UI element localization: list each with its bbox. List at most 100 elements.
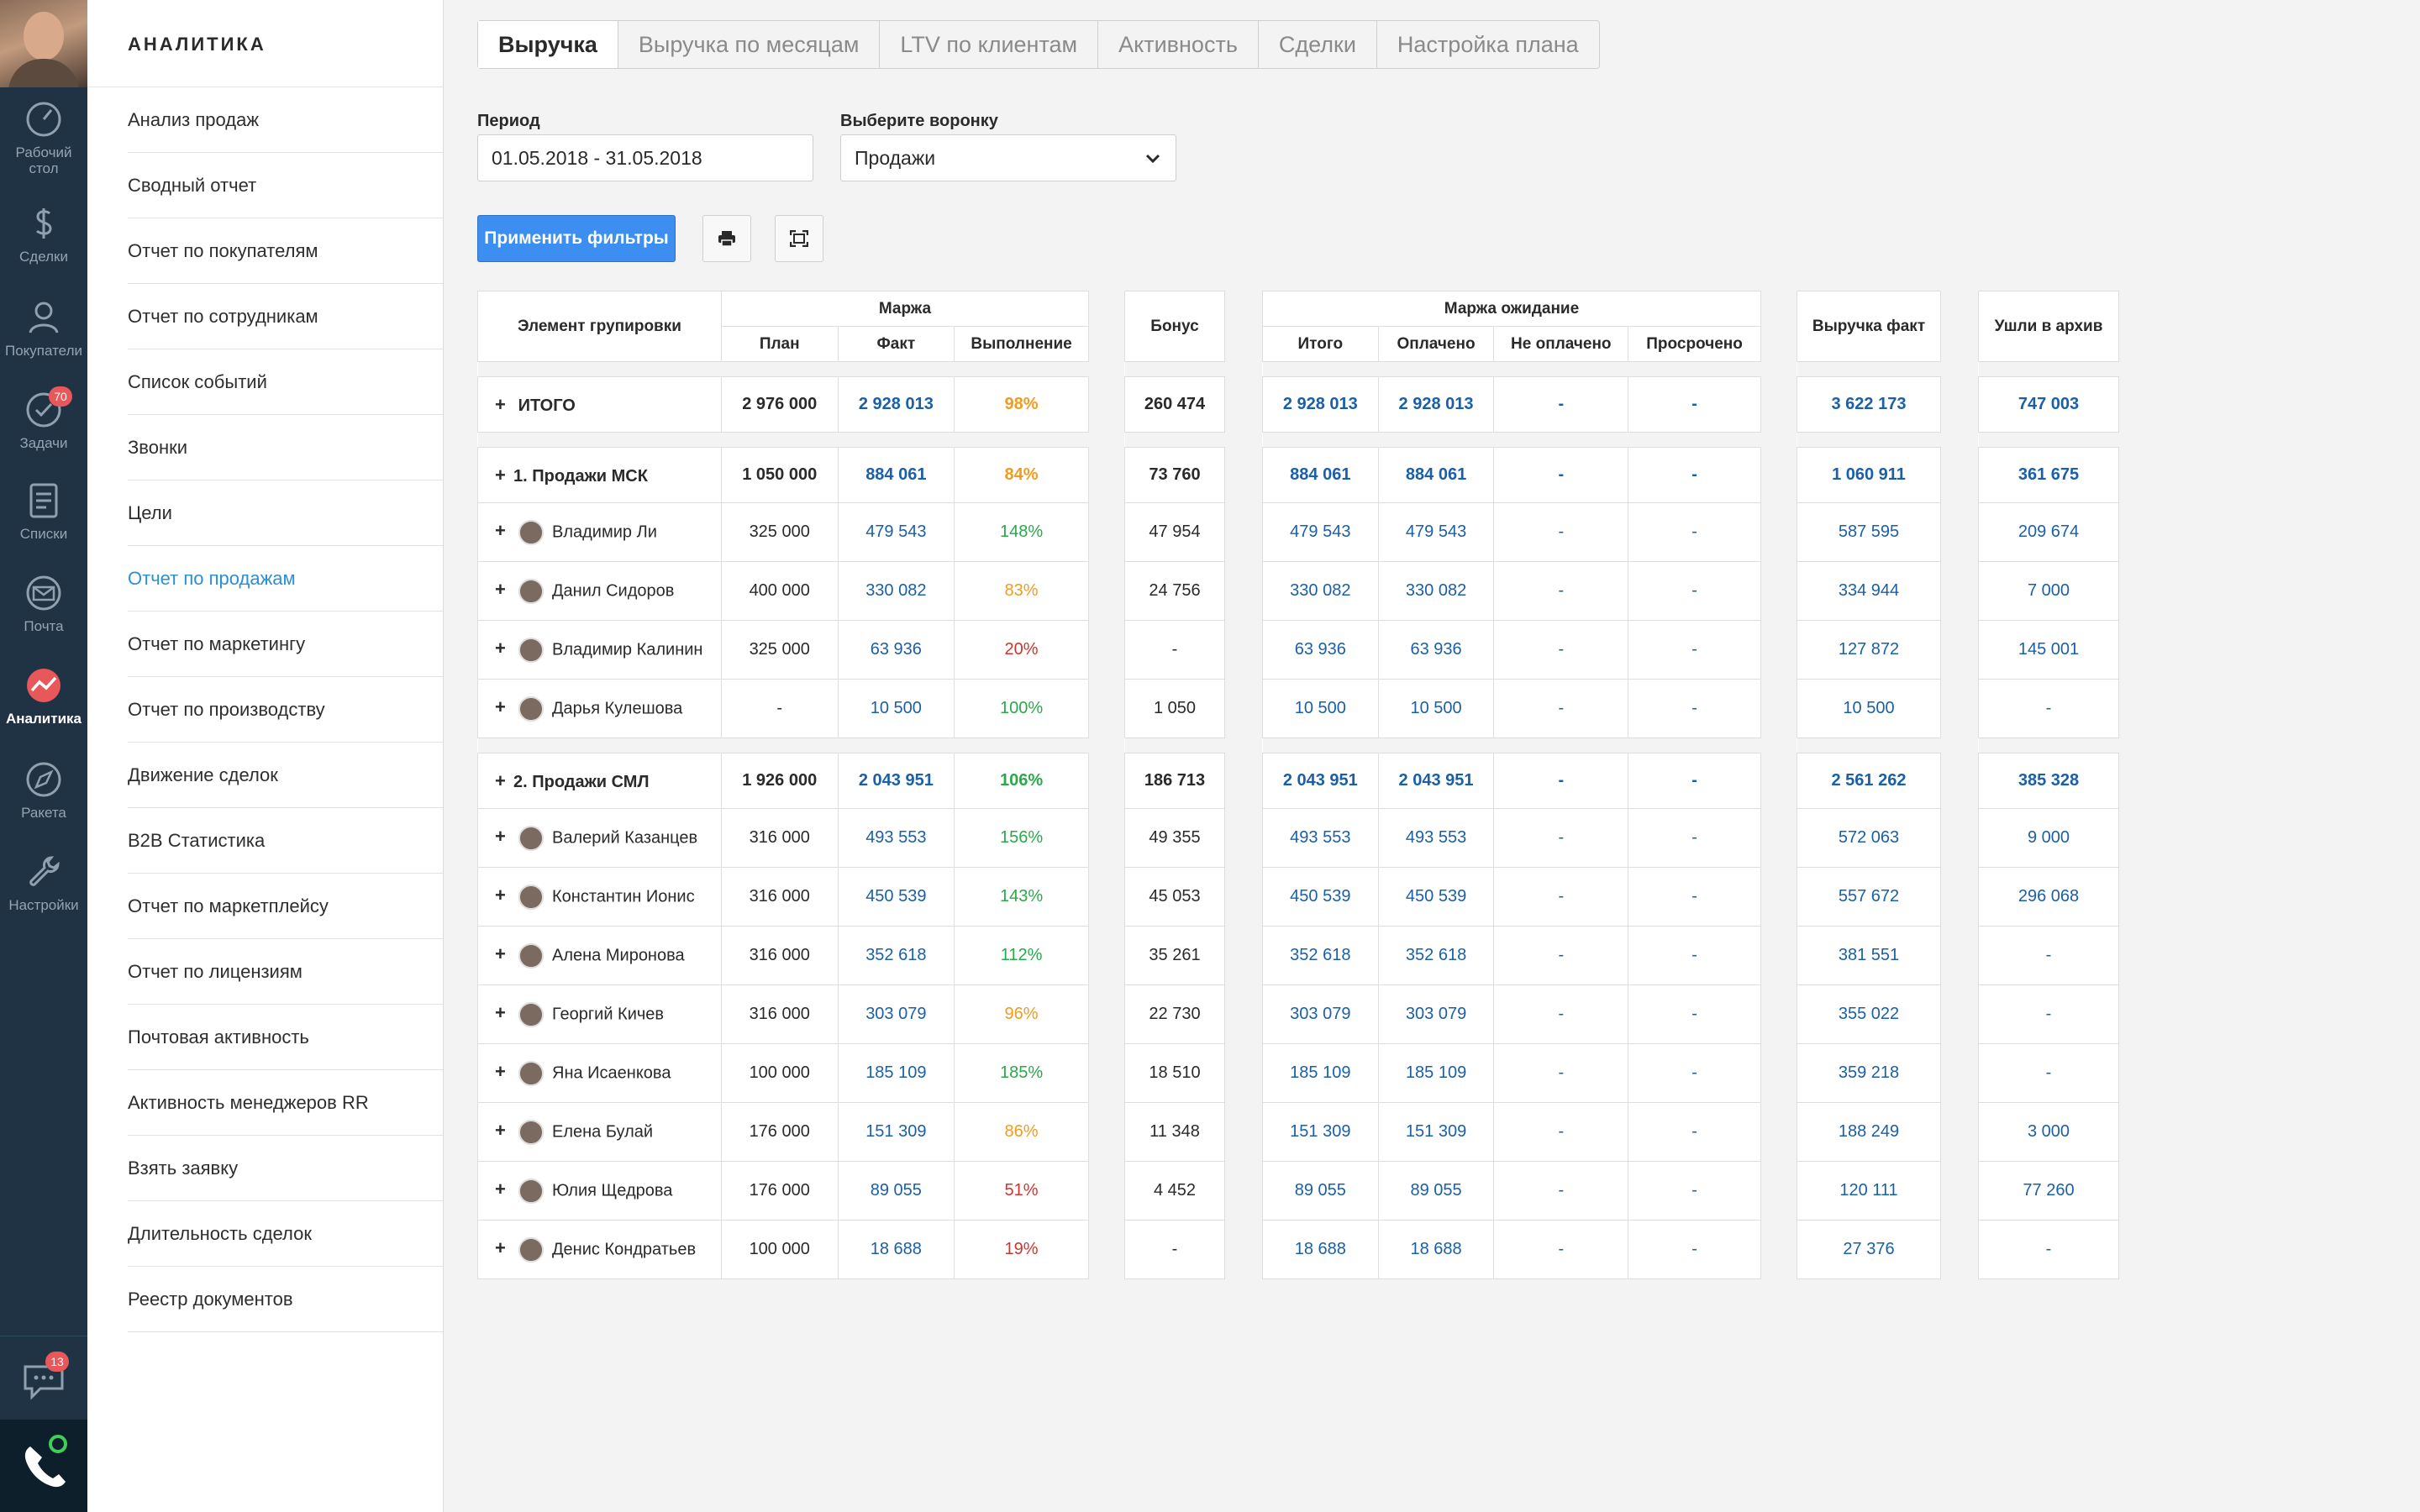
cell-archive[interactable]: 385 328: [1978, 753, 2119, 809]
cell-fact[interactable]: 330 082: [837, 561, 955, 621]
menu-item[interactable]: Анализ продаж: [128, 87, 443, 153]
expand-plus-icon[interactable]: +: [495, 578, 506, 600]
expand-plus-icon[interactable]: +: [495, 393, 506, 415]
cell-unpaid[interactable]: -: [1493, 376, 1629, 433]
cell-name[interactable]: + Юлия Щедрова: [477, 1161, 722, 1221]
cell-fact[interactable]: 18 688: [837, 1220, 955, 1279]
cell-revenue[interactable]: 572 063: [1797, 808, 1941, 868]
fullscreen-button[interactable]: [775, 215, 823, 262]
cell-total[interactable]: 479 543: [1262, 502, 1379, 562]
cell-archive[interactable]: 747 003: [1978, 376, 2119, 433]
menu-item[interactable]: Отчет по лицензиям: [128, 939, 443, 1005]
tab[interactable]: LTV по клиентам: [880, 21, 1099, 68]
period-field[interactable]: 01.05.2018 - 31.05.2018: [477, 134, 813, 181]
user-avatar[interactable]: [0, 0, 87, 87]
cell-paid[interactable]: 450 539: [1377, 867, 1495, 927]
expand-plus-icon[interactable]: +: [495, 884, 506, 906]
cell-total[interactable]: 151 309: [1262, 1102, 1379, 1162]
expand-plus-icon[interactable]: +: [495, 1001, 506, 1023]
rail-item-analytics[interactable]: Аналитика: [0, 654, 87, 741]
cell-fact[interactable]: 151 309: [837, 1102, 955, 1162]
cell-overdue[interactable]: -: [1628, 1161, 1761, 1221]
cell-overdue[interactable]: -: [1628, 867, 1761, 927]
tab[interactable]: Выручка по месяцам: [618, 21, 881, 68]
cell-archive[interactable]: -: [1978, 926, 2119, 985]
cell-overdue[interactable]: -: [1628, 561, 1761, 621]
cell-revenue[interactable]: 127 872: [1797, 620, 1941, 680]
cell-total[interactable]: 352 618: [1262, 926, 1379, 985]
cell-unpaid[interactable]: -: [1493, 808, 1629, 868]
cell-archive[interactable]: -: [1978, 984, 2119, 1044]
cell-total[interactable]: 330 082: [1262, 561, 1379, 621]
cell-revenue[interactable]: 355 022: [1797, 984, 1941, 1044]
tab[interactable]: Настройка плана: [1397, 32, 1579, 57]
chat-button[interactable]: 13: [0, 1336, 87, 1420]
menu-item[interactable]: Отчет по производству: [128, 677, 443, 743]
expand-plus-icon[interactable]: +: [495, 464, 506, 486]
cell-archive[interactable]: 7 000: [1978, 561, 2119, 621]
expand-plus-icon[interactable]: +: [495, 1178, 506, 1200]
cell-revenue[interactable]: 2 561 262: [1797, 753, 1941, 809]
menu-item[interactable]: Список событий: [128, 349, 443, 415]
menu-item[interactable]: Почтовая активность: [128, 1005, 443, 1070]
cell-fact[interactable]: 89 055: [837, 1161, 955, 1221]
cell-unpaid[interactable]: -: [1493, 1220, 1629, 1279]
cell-total[interactable]: 2 928 013: [1262, 376, 1379, 433]
menu-item[interactable]: Отчет по покупателям: [128, 218, 443, 284]
expand-plus-icon[interactable]: +: [495, 1119, 506, 1141]
menu-item[interactable]: Длительность сделок: [128, 1201, 443, 1267]
cell-revenue[interactable]: 188 249: [1797, 1102, 1941, 1162]
cell-archive[interactable]: -: [1978, 1043, 2119, 1103]
tab[interactable]: Сделки: [1259, 21, 1377, 68]
cell-revenue[interactable]: 359 218: [1797, 1043, 1941, 1103]
cell-paid[interactable]: 352 618: [1377, 926, 1495, 985]
expand-plus-icon[interactable]: +: [495, 942, 506, 964]
cell-overdue[interactable]: -: [1628, 926, 1761, 985]
menu-item[interactable]: Отчет по продажам: [128, 546, 443, 612]
cell-overdue[interactable]: -: [1628, 808, 1761, 868]
cell-revenue[interactable]: 334 944: [1797, 561, 1941, 621]
cell-unpaid[interactable]: -: [1493, 867, 1629, 927]
cell-paid[interactable]: 151 309: [1377, 1102, 1495, 1162]
cell-overdue[interactable]: -: [1628, 1043, 1761, 1103]
expand-plus-icon[interactable]: +: [495, 637, 506, 659]
print-button[interactable]: [702, 215, 751, 262]
cell-name[interactable]: + Дарья Кулешова: [477, 679, 722, 738]
cell-revenue[interactable]: 3 622 173: [1797, 376, 1941, 433]
cell-archive[interactable]: 3 000: [1978, 1102, 2119, 1162]
cell-unpaid[interactable]: -: [1493, 926, 1629, 985]
cell-archive[interactable]: 361 675: [1978, 447, 2119, 503]
cell-paid[interactable]: 2 928 013: [1377, 376, 1495, 433]
cell-archive[interactable]: -: [1978, 679, 2119, 738]
cell-total[interactable]: 89 055: [1262, 1161, 1379, 1221]
cell-total[interactable]: 450 539: [1262, 867, 1379, 927]
cell-fact[interactable]: 2 043 951: [837, 753, 955, 809]
cell-name[interactable]: + Владимир Калинин: [477, 620, 722, 680]
menu-item[interactable]: Отчет по сотрудникам: [128, 284, 443, 349]
menu-item[interactable]: Звонки: [128, 415, 443, 480]
cell-name[interactable]: + Валерий Казанцев: [477, 808, 722, 868]
expand-plus-icon[interactable]: +: [495, 1060, 506, 1082]
cell-revenue[interactable]: 587 595: [1797, 502, 1941, 562]
cell-paid[interactable]: 63 936: [1377, 620, 1495, 680]
cell-paid[interactable]: 10 500: [1377, 679, 1495, 738]
cell-fact[interactable]: 352 618: [837, 926, 955, 985]
cell-overdue[interactable]: -: [1628, 376, 1761, 433]
cell-archive[interactable]: 209 674: [1978, 502, 2119, 562]
expand-plus-icon[interactable]: +: [495, 696, 506, 717]
cell-paid[interactable]: 884 061: [1377, 447, 1495, 503]
cell-fact[interactable]: 10 500: [837, 679, 955, 738]
cell-unpaid[interactable]: -: [1493, 1043, 1629, 1103]
cell-paid[interactable]: 2 043 951: [1377, 753, 1495, 809]
cell-revenue[interactable]: 27 376: [1797, 1220, 1941, 1279]
cell-paid[interactable]: 185 109: [1377, 1043, 1495, 1103]
menu-item[interactable]: Движение сделок: [128, 743, 443, 808]
cell-total[interactable]: 63 936: [1262, 620, 1379, 680]
expand-plus-icon[interactable]: +: [495, 825, 506, 847]
menu-item[interactable]: Отчет по маркетингу: [128, 612, 443, 677]
cell-fact[interactable]: 2 928 013: [837, 376, 955, 433]
rail-item-list[interactable]: Списки: [0, 469, 87, 556]
cell-revenue[interactable]: 381 551: [1797, 926, 1941, 985]
menu-item[interactable]: Сводный отчет: [128, 153, 443, 218]
cell-archive[interactable]: 296 068: [1978, 867, 2119, 927]
